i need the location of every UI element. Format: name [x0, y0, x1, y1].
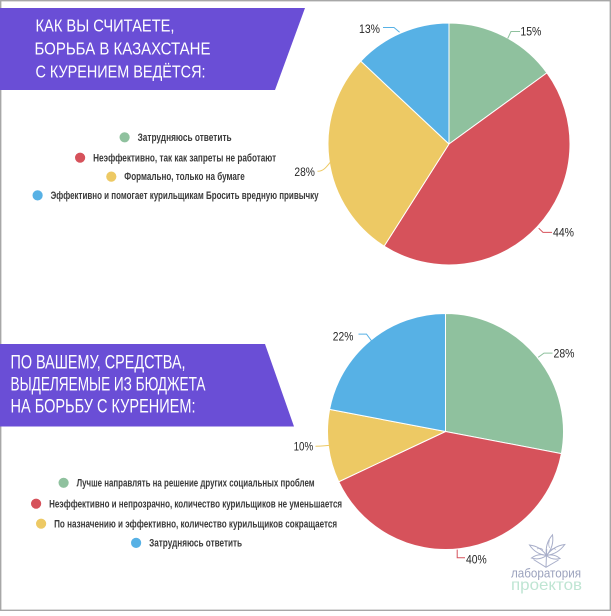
svg-text:Неэффективно и непрозрачно, ко: Неэффективно и непрозрачно, количество к… [49, 498, 342, 510]
svg-text:лаборатория: лаборатория [511, 566, 581, 581]
svg-text:проектов: проектов [511, 577, 582, 594]
svg-text:Затрудняюсь ответить: Затрудняюсь ответить [138, 132, 232, 144]
svg-text:ВЫДЕЛЯЕМЫЕ ИЗ БЮДЖЕТА: ВЫДЕЛЯЕМЫЕ ИЗ БЮДЖЕТА [11, 374, 206, 395]
svg-text:НА БОРЬБУ С КУРЕНИЕМ:: НА БОРЬБУ С КУРЕНИЕМ: [11, 396, 196, 417]
svg-text:Лучше направлять на решение др: Лучше направлять на решение других социа… [77, 477, 315, 489]
svg-text:40%: 40% [466, 553, 487, 566]
svg-text:44%: 44% [553, 227, 574, 240]
svg-text:С КУРЕНИЕМ ВЕДЁТСЯ:: С КУРЕНИЕМ ВЕДЁТСЯ: [36, 61, 206, 81]
svg-text:22%: 22% [333, 331, 354, 344]
svg-text:ПО ВАШЕМУ, СРЕДСТВА,: ПО ВАШЕМУ, СРЕДСТВА, [11, 352, 186, 373]
svg-text:28%: 28% [294, 166, 315, 179]
svg-text:28%: 28% [554, 347, 575, 360]
svg-text:Неэффективно, так как запреты: Неэффективно, так как запреты не работаю… [93, 152, 276, 164]
svg-text:15%: 15% [520, 26, 541, 39]
svg-text:10%: 10% [294, 441, 314, 454]
svg-text:Затрудняюсь ответить: Затрудняюсь ответить [149, 538, 242, 550]
svg-text:13%: 13% [359, 23, 380, 36]
svg-text:КАК ВЫ СЧИТАЕТЕ,: КАК ВЫ СЧИТАЕТЕ, [36, 15, 175, 35]
svg-text:По назначению и эффективно, ко: По назначению и эффективно, количество к… [54, 518, 337, 530]
svg-text:Эффективно и помогает курильщи: Эффективно и помогает курильщикам Бросит… [51, 190, 320, 202]
svg-text:Формально, только на бумаге: Формально, только на бумаге [124, 171, 245, 183]
svg-text:БОРЬБА В КАЗАХСТАНЕ: БОРЬБА В КАЗАХСТАНЕ [35, 39, 211, 59]
